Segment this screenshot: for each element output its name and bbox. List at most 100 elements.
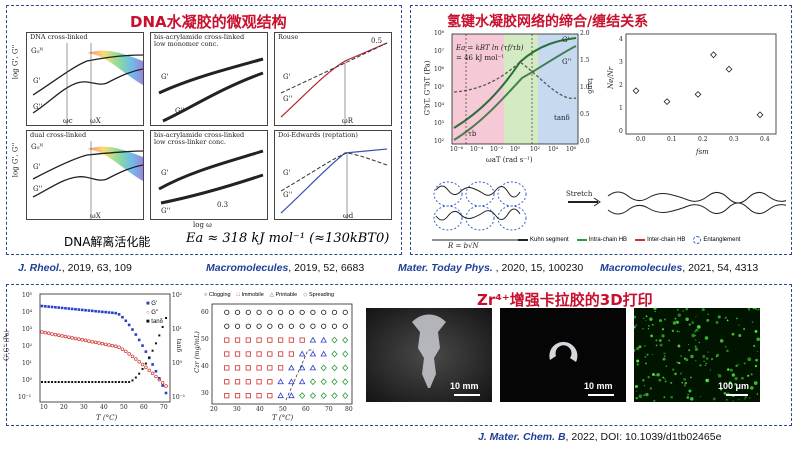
x-tick: 10⁴: [548, 146, 559, 153]
legend-g-prime: ■ G': [146, 300, 163, 309]
phase-point: [321, 323, 327, 329]
g-prime-point: [40, 304, 44, 308]
dna-ylabel-top: log G', G'': [11, 44, 20, 80]
tan-delta-point: [44, 381, 47, 383]
tan-delta-point: [108, 381, 111, 383]
reference-detail: , 2020, 15, 100230: [492, 262, 584, 274]
fluorescent-dot: [659, 343, 663, 347]
phase-point: [299, 337, 305, 343]
g-double-prime-point: [164, 384, 168, 388]
plateau-label: G₀ᴺ: [31, 47, 44, 55]
tan-delta-point: [81, 381, 84, 383]
g-double-prime-point: [70, 336, 74, 340]
tan-delta-point: [118, 381, 121, 383]
scatter-y-tick: 4: [619, 36, 623, 43]
fluorescent-dot: [642, 317, 645, 320]
phase-point: [256, 337, 262, 343]
fluorescent-dot: [676, 308, 679, 311]
fluorescent-dot: [690, 354, 694, 359]
fluorescent-dot: [690, 397, 694, 401]
legend-marker: ◇: [303, 292, 308, 298]
fluorescent-dot: [672, 321, 677, 325]
schematic-legend: Kuhn segment Intra-chain HB Inter-chain …: [518, 236, 740, 244]
g-double-prime-label: G'': [175, 107, 185, 115]
fluorescent-dot: [695, 328, 699, 332]
rheology-series: [40, 304, 168, 395]
phase-point: [288, 351, 294, 357]
fluorescent-dot: [689, 376, 692, 379]
fluorescent-dot: [647, 376, 650, 379]
tan-delta-point: [154, 342, 157, 345]
tan-delta-point: [128, 380, 131, 383]
wx-label: ωX: [90, 117, 101, 125]
fluorescent-dot: [694, 335, 697, 337]
fluorescent-dot: [643, 385, 646, 387]
right-tick: 0.5: [580, 111, 590, 118]
fluorescent-dot: [747, 374, 750, 377]
phase-point: [245, 351, 251, 357]
fluorescent-dot: [663, 352, 665, 354]
g-prime-point: [50, 305, 54, 309]
rheo-x-tick: 70: [160, 404, 168, 411]
reference-2: Macromolecules, 2019, 52, 6683: [206, 262, 364, 274]
fluorescent-dot: [724, 345, 727, 348]
fluorescent-dot: [741, 376, 744, 380]
legend-text: G': [151, 301, 158, 307]
legend-text: tanδ: [151, 319, 163, 325]
phase-point: [245, 309, 251, 315]
phase-point: [245, 337, 251, 343]
legend-text: Entanglement: [703, 237, 741, 243]
tan-delta-point: [114, 381, 117, 383]
fluorescent-dot: [702, 354, 706, 359]
legend-marker: ○: [204, 292, 208, 298]
phase-point: [277, 378, 284, 385]
g-double-prime-point: [150, 371, 155, 376]
legend-immobile: □ Immobile: [237, 292, 264, 298]
phase-point: [245, 323, 251, 329]
phase-point: [288, 378, 295, 385]
g-prime-point: [107, 311, 111, 314]
master-xlabel: ωaT (rad s⁻¹): [486, 156, 533, 164]
fluorescent-dot: [744, 396, 747, 399]
g-prime-point: [80, 308, 84, 312]
fluorescent-dot: [661, 334, 665, 338]
rheo-x-tick: 40: [100, 404, 108, 411]
g-prime-point: [90, 309, 94, 313]
fluorescent-dot: [686, 396, 690, 399]
g-double-prime-point: [110, 343, 115, 348]
subplot-doi-edwards: Doi-Edwards (reptation) G' G'': [274, 130, 392, 220]
phase-point: [224, 379, 230, 385]
x-tick: 10⁻²: [490, 146, 504, 153]
scatter-point: [710, 51, 717, 59]
g-prime-point: [111, 311, 114, 315]
wd-label: ωd: [343, 212, 354, 220]
legend-tan-delta: ■ tanδ: [146, 318, 163, 327]
fluorescent-dot: [647, 328, 650, 330]
fluorescent-dot: [723, 392, 727, 395]
journal-name: Mater. Today Phys.: [398, 262, 493, 274]
g-prime-point: [97, 310, 101, 313]
g-prime-point: [101, 310, 104, 314]
scatter-x-tick: 0.1: [667, 136, 677, 143]
rheo-left-tick: 10²: [22, 343, 33, 350]
phase-point: [331, 309, 338, 315]
g-double-prime-point: [113, 344, 118, 349]
fluorescent-dot: [716, 353, 719, 357]
master-curve-chart: G' G'' tanδ τb Ea = kBT ln (τf/τb) = 46 …: [423, 30, 598, 166]
g-prime-point: [124, 319, 128, 323]
phase-point: [331, 350, 338, 358]
scatter-svg: [625, 33, 777, 135]
phase-x-tick: 80: [345, 406, 353, 413]
scatter-xlabel: fsm: [696, 148, 709, 156]
fluorescent-dot: [683, 357, 686, 360]
g-prime-point: [137, 338, 141, 342]
fluorescent-dot: [688, 323, 691, 326]
tan-delta-point: [134, 376, 137, 379]
phase-point: [320, 336, 327, 343]
phase-y-tick: 40: [201, 363, 209, 370]
g-prime-point: [134, 333, 138, 336]
dna-ylabel-bottom: log G', G'': [11, 142, 20, 178]
fluorescent-dot: [731, 373, 736, 377]
fluorescent-dot: [749, 397, 751, 399]
g-prime-point: [127, 323, 131, 327]
